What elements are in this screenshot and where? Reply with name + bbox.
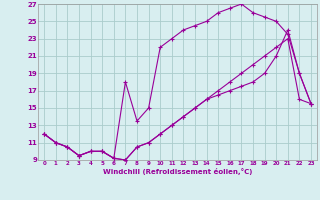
X-axis label: Windchill (Refroidissement éolien,°C): Windchill (Refroidissement éolien,°C)	[103, 168, 252, 175]
